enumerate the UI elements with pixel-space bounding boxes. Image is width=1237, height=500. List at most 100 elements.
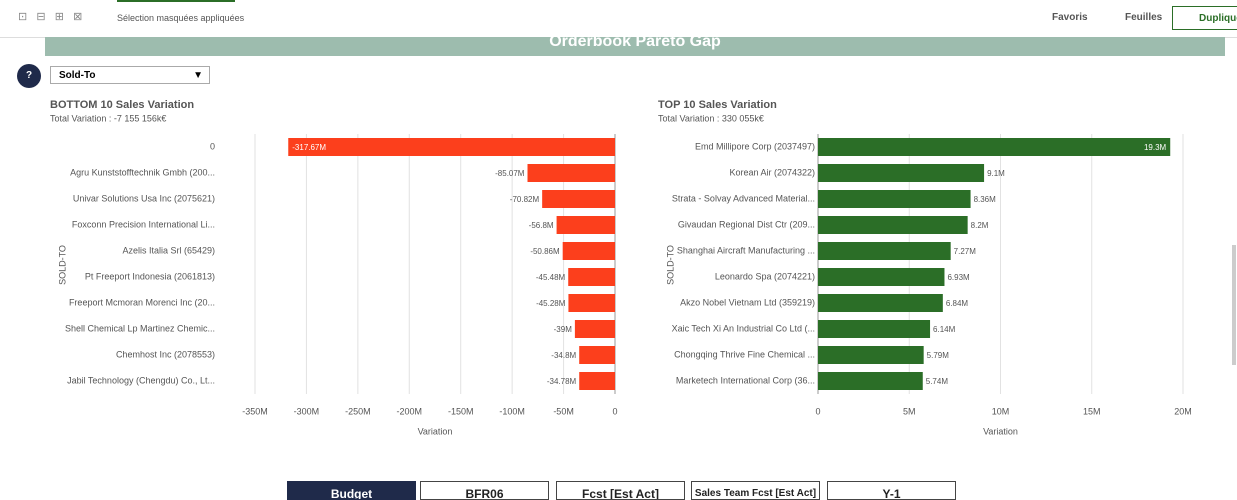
value-label: 8.36M [974,195,997,204]
y-tick-label: Strata - Solvay Advanced Material... [672,193,815,203]
bar [818,320,931,338]
view-button[interactable]: Sales Team Fcst [Est Act] [691,481,820,500]
chart-subtitle: Total Variation : -7 155 156k€ [50,113,166,123]
x-tick-label: -250M [345,406,371,416]
value-label: 19.3M [1144,143,1167,152]
value-label: -56.8M [529,221,554,230]
x-tick-label: 10M [992,406,1010,416]
value-label: 8.2M [971,221,989,230]
help-button[interactable]: ? [17,64,41,88]
value-label: 6.84M [946,299,969,308]
value-label: -45.28M [536,299,566,308]
x-tick-label: 15M [1083,406,1101,416]
bar [556,216,615,234]
y-tick-label: Korean Air (2074322) [729,167,815,177]
y-tick-label: Givaudan Regional Dist Ctr (209... [678,219,815,229]
y-tick-label: Pt Freeport Indonesia (2061813) [85,271,215,281]
bar [579,346,615,364]
chart-title: TOP 10 Sales Variation [658,99,777,111]
x-tick-label: 20M [1174,406,1192,416]
y-tick-label: Agru Kunststofftechnik Gmbh (200... [70,167,215,177]
x-axis-label: Variation [983,426,1018,436]
chart-subtitle: Total Variation : 330 055k€ [658,113,764,123]
sheets-button[interactable]: Feuilles [1125,12,1163,23]
value-label: -50.86M [530,247,560,256]
y-tick-label: Marketech International Corp (36... [676,375,815,385]
x-tick-label: -300M [294,406,320,416]
banner: Orderbook Pareto Gap [45,37,1225,56]
y-tick-label: Chemhost Inc (2078553) [116,349,215,359]
dropdown[interactable]: Sold-To ▼ [50,66,210,84]
view-button[interactable]: Y-1 [827,481,956,500]
value-label: -39M [554,325,573,334]
y-tick-label: Leonardo Spa (2074221) [715,271,815,281]
bar [574,320,615,338]
bar [818,346,924,364]
y-tick-label: Akzo Nobel Vietnam Ltd (359219) [680,297,815,307]
value-label: 6.14M [933,325,956,334]
value-label: 7.27M [954,247,977,256]
value-label: -85.07M [495,169,525,178]
view-button[interactable]: BFR06 [420,481,549,500]
chart-title: BOTTOM 10 Sales Variation [50,99,194,111]
bar [818,268,945,286]
value-label: 9.1M [987,169,1005,178]
bar [579,372,615,390]
y-tick-label: Chongqing Thrive Fine Chemical ... [674,349,815,359]
y-tick-label: Freeport Mcmoran Morenci Inc (20... [69,297,215,307]
favorites-button[interactable]: Favoris [1052,12,1088,23]
y-tick-label: Univar Solutions Usa Inc (2075621) [73,193,215,203]
y-tick-label: Foxconn Precision International Li... [72,219,215,229]
dropdown-label: Sold-To [59,70,96,81]
x-tick-label: 0 [612,406,617,416]
y-tick-label: Xaic Tech Xi An Industrial Co Ltd (... [672,323,815,333]
bar [542,190,615,208]
y-axis-label: SOLD-TO [665,245,675,285]
bar [818,242,951,260]
y-tick-label: Emd Millipore Corp (2037497) [695,141,815,151]
value-label: -45.48M [536,273,566,282]
bar [288,138,615,156]
charts: BOTTOM 10 Sales Variation Total Variation… [50,99,1192,436]
bar [818,190,971,208]
bar [568,268,615,286]
x-tick-label: -150M [448,406,474,416]
bar [818,164,985,182]
x-tick-label: 5M [903,406,916,416]
x-tick-label: -100M [499,406,525,416]
tab-indicator [117,0,235,2]
bar [818,294,943,312]
duplicate-button[interactable]: Dupliquer [1172,6,1237,30]
toolbar-icons: ⊡ ⊟ ⊞ ⊠ [18,11,83,23]
bar [568,294,615,312]
y-tick-label: Shanghai Aircraft Manufacturing ... [677,245,815,255]
value-label: -34.8M [551,351,576,360]
x-tick-label: -350M [242,406,268,416]
y-tick-label: Shell Chemical Lp Martinez Chemic... [65,323,215,333]
selection-status: Sélection masquées appliquées [117,13,245,23]
view-button[interactable]: Fcst [Est Act] [556,481,685,500]
x-tick-label: 0 [815,406,820,416]
x-axis-label: Variation [418,426,453,436]
y-tick-label: Azelis Italia Srl (65429) [122,245,215,255]
bar [562,242,615,260]
value-label: 5.79M [927,351,950,360]
value-label: 5.74M [926,377,949,386]
scrollbar [1232,245,1236,365]
value-label: -70.82M [510,195,540,204]
bar [818,372,923,390]
dropdown-arrow: ▼ [193,70,203,81]
view-button[interactable]: Budget [287,481,416,500]
y-tick-label: 0 [210,141,215,151]
x-tick-label: -200M [397,406,423,416]
value-label: -34.78M [547,377,577,386]
bar [527,164,615,182]
bar [818,138,1171,156]
bar [818,216,968,234]
y-axis-label: SOLD-TO [57,245,67,285]
value-label: -317.67M [292,143,326,152]
y-tick-label: Jabil Technology (Chengdu) Co., Lt... [67,375,215,385]
value-label: 6.93M [947,273,970,282]
x-tick-label: -50M [553,406,574,416]
